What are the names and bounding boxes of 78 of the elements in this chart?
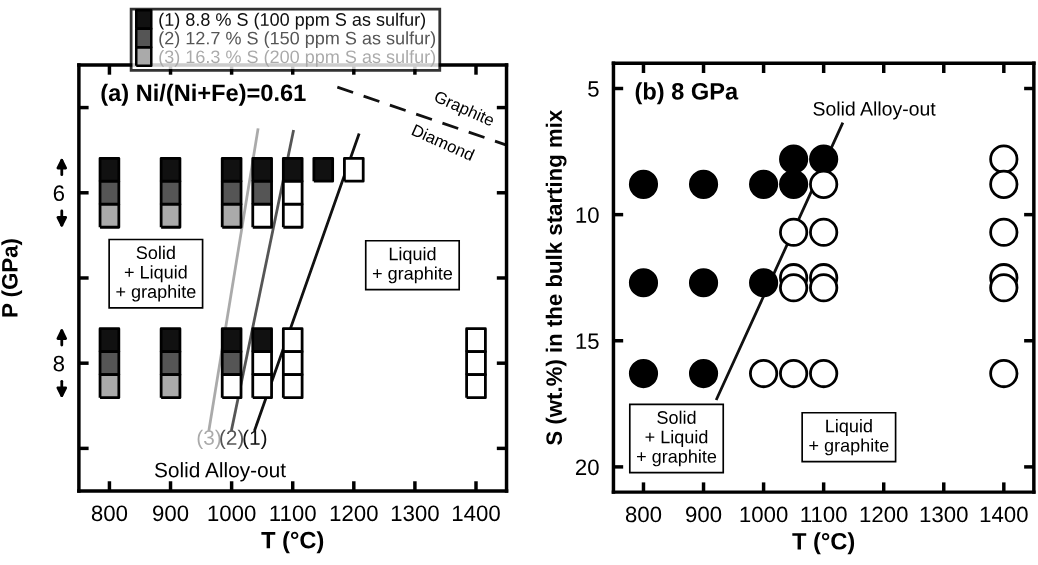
y-tick-label: 6 [53,185,65,202]
point [465,373,487,400]
y-tick-label: 8 [53,355,65,372]
point [779,273,809,303]
x-tick-label: 1100 [270,505,316,522]
x-tick-label: 900 [153,505,189,522]
point [989,169,1019,199]
y-axis-title: S (wt.%) in the bulk starting mix [545,109,567,445]
point [251,373,273,400]
point [220,202,243,229]
x-tick-label: 800 [91,505,128,522]
point [749,169,779,199]
series-label: (1) [243,429,267,450]
x-tick-label: 1300 [920,506,968,523]
point [281,156,304,183]
y-tick-label: 15 [576,333,599,350]
point [628,169,659,199]
point [251,156,273,183]
point [749,358,779,389]
annotation: Solid Alloy-out [813,101,936,120]
point [312,156,335,183]
point [779,217,809,247]
point [809,144,839,174]
point [779,358,809,389]
annotation: Solid Alloy-out [154,462,286,482]
x-axis-title: T (°C) [261,531,324,554]
text: (b) 8 GPa [635,82,739,105]
y-tick-label: 5 [588,81,599,97]
point [749,268,779,298]
text: (a) Ni/(Ni+Fe)=0.61 [101,83,306,106]
point [159,202,182,229]
annotation: Solid + Liquid + graphite [116,245,196,302]
point [98,373,121,400]
point [989,217,1019,247]
x-tick-label: 800 [625,506,662,523]
x-tick-label: 1400 [452,505,500,522]
annotation: Liquid + graphite [372,247,453,284]
point [281,202,304,229]
point [98,202,121,229]
point [779,169,809,199]
point [688,169,719,199]
point [628,358,659,389]
point [159,373,182,400]
x-tick-label: 1400 [980,506,1028,523]
x-tick-label: 1100 [801,506,847,523]
annotation: Liquid + graphite [809,419,889,456]
point [251,202,273,229]
x-tick-label: 1200 [330,505,378,522]
series-label: (3) [197,429,221,450]
point [281,373,304,400]
y-tick-label: 20 [575,459,599,476]
point [989,358,1019,389]
x-axis-title: T (°C) [792,532,855,555]
x-tick-label: 900 [686,506,722,523]
point [809,273,839,303]
x-tick-label: 1200 [860,506,908,523]
point [809,169,839,199]
x-tick-label: 1000 [740,506,788,523]
point [688,268,719,298]
legend-label: (3) 16.3 % S (200 ppm S as sulfur) [159,49,436,67]
point [989,273,1019,303]
point [251,179,273,206]
point [688,358,719,389]
series-label: (2) [220,429,244,450]
y-tick-label: 10 [576,207,599,223]
point [628,268,659,298]
x-tick-label: 1000 [208,505,256,522]
point [989,144,1019,174]
point [779,144,809,174]
legend-label: (2) 12.7 % S (150 ppm S as sulfur) [159,31,436,49]
annotation: Solid + Liquid + graphite [637,410,717,467]
point [251,327,273,354]
point [809,358,839,389]
point [809,217,839,247]
point [220,373,243,400]
legend-label: (1) 8.8 % S (100 ppm S as sulfur) [159,12,426,30]
y-axis-title: P (GPa) [1,239,23,317]
x-tick-label: 1300 [391,505,439,522]
